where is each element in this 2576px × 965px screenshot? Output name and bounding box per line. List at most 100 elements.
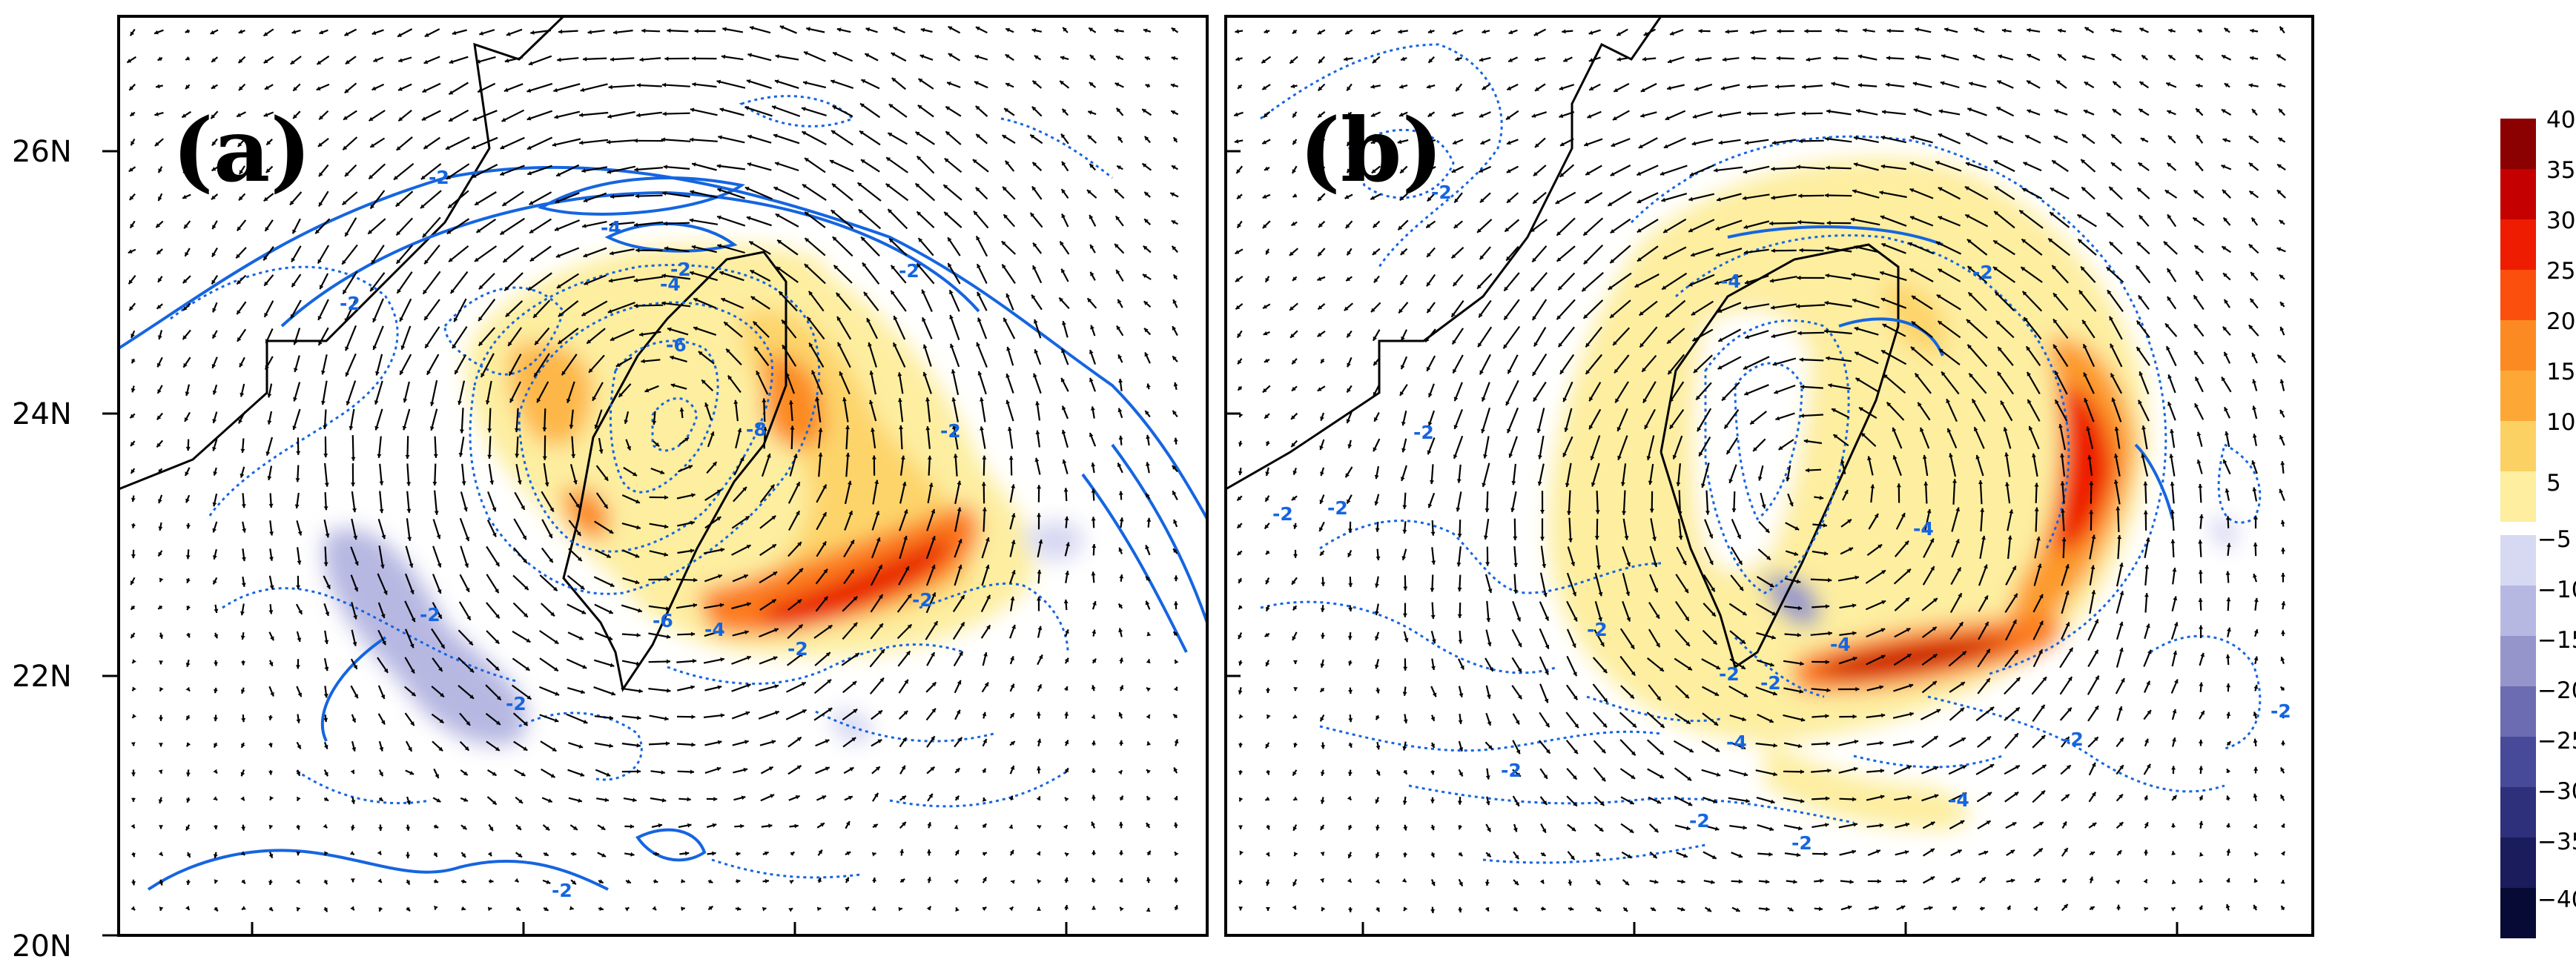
- wind-vector-head: [744, 106, 750, 110]
- wind-vector-head: [2060, 453, 2065, 458]
- wind-vector-head: [454, 317, 458, 322]
- wind-vector-head: [127, 59, 132, 63]
- wind-vector-head: [764, 851, 769, 856]
- wind-vector: [1755, 686, 1777, 696]
- wind-vector-head: [556, 172, 561, 176]
- wind-vector-head: [1010, 656, 1014, 661]
- wind-vector: [526, 82, 553, 93]
- wind-vector-head: [2119, 737, 2124, 743]
- wind-vector: [1477, 326, 1493, 348]
- wind-vector-head: [1292, 580, 1296, 585]
- wind-vector-head: [692, 56, 696, 61]
- wind-vector-head: [2144, 822, 2149, 827]
- wind-vector-head: [899, 849, 905, 854]
- wind-vector-head: [1347, 552, 1352, 557]
- wind-vector-head: [1344, 194, 1350, 199]
- wind-vector-head: [295, 478, 300, 482]
- wind-vector: [1636, 165, 1659, 176]
- wind-vector: [586, 328, 606, 345]
- wind-vector-head: [552, 747, 557, 752]
- wind-vector: [478, 273, 495, 290]
- wind-vector-head: [1828, 577, 1832, 583]
- wind-vector: [454, 354, 467, 375]
- wind-vector: [423, 245, 440, 265]
- contour-label: -4: [660, 273, 681, 295]
- wind-vector-head: [980, 426, 984, 431]
- wind-vector-head: [691, 714, 696, 720]
- wind-vector-head: [342, 259, 346, 265]
- wind-vector-head: [871, 906, 876, 911]
- wind-vector: [801, 130, 827, 145]
- wind-vector-head: [1089, 82, 1094, 87]
- wind-vector-head: [1065, 571, 1070, 575]
- wind-vector: [917, 237, 934, 256]
- wind-vector: [790, 425, 793, 450]
- wind-vector-head: [767, 454, 771, 458]
- wind-vector-head: [1776, 56, 1780, 61]
- wind-vector-head: [269, 531, 274, 536]
- wind-vector-head: [2053, 319, 2058, 324]
- wind-vector-head: [853, 623, 858, 627]
- wind-vector: [593, 576, 615, 588]
- wind-vector-head: [409, 643, 415, 649]
- wind-vector-head: [1091, 571, 1096, 576]
- wind-vector-head: [693, 298, 699, 302]
- wind-vector-head: [1932, 654, 1938, 658]
- wind-vector-head: [1235, 29, 1239, 34]
- wind-vector-head: [2278, 137, 2283, 142]
- wind-vector-head: [263, 113, 268, 117]
- wind-vector-head: [1292, 771, 1297, 776]
- wind-vector-head: [2137, 188, 2141, 193]
- wind-vector-head: [514, 878, 519, 883]
- wind-vector: [1938, 187, 1961, 200]
- wind-vector-head: [613, 30, 618, 35]
- wind-vector-head: [599, 906, 604, 911]
- wind-vector-head: [186, 742, 191, 747]
- wind-vector-head: [1853, 766, 1858, 772]
- wind-vector-head: [608, 278, 613, 283]
- wind-vector-head: [158, 799, 163, 803]
- wind-vector-head: [352, 642, 357, 646]
- wind-vector-head: [2172, 737, 2176, 742]
- wind-vector-head: [1632, 723, 1637, 728]
- wind-vector: [580, 83, 608, 92]
- wind-vector: [1595, 545, 1600, 570]
- wind-vector: [1691, 328, 1714, 342]
- wind-vector-head: [1371, 308, 1375, 313]
- wind-vector: [1948, 650, 1967, 667]
- wind-vector-head: [1031, 294, 1036, 299]
- wind-vector-head: [2251, 217, 2256, 222]
- wind-vector-head: [1691, 311, 1696, 316]
- wind-vector-head: [982, 712, 987, 717]
- wind-vector-head: [2224, 83, 2229, 87]
- wind-vector-head: [1534, 57, 1539, 62]
- wind-vector-head: [927, 455, 932, 460]
- contour-label: -2: [340, 293, 360, 314]
- wind-vector-head: [1238, 743, 1243, 748]
- wind-vector-head: [743, 574, 748, 579]
- wind-vector-head: [524, 586, 529, 590]
- wind-vector-head: [1886, 402, 1892, 407]
- wind-vector-head: [1789, 502, 1794, 507]
- wind-vector-head: [268, 743, 273, 748]
- wind-vector: [1590, 435, 1601, 461]
- wind-vector: [446, 218, 470, 235]
- wind-vector: [426, 354, 440, 376]
- wind-vector: [1662, 218, 1687, 233]
- wind-vector-head: [1800, 661, 1804, 666]
- wind-vector-head: [1320, 772, 1325, 776]
- wind-vector-head: [1457, 614, 1462, 618]
- wind-vector: [1908, 242, 1935, 255]
- wind-vector: [1610, 218, 1631, 234]
- wind-vector-head: [1716, 772, 1721, 777]
- wind-vector-head: [2109, 242, 2114, 246]
- wind-vector: [346, 380, 357, 406]
- wind-vector: [1616, 408, 1628, 432]
- wind-vector: [806, 316, 825, 340]
- wind-vector: [593, 686, 616, 696]
- wind-vector: [899, 425, 903, 450]
- wind-vector-head: [1742, 717, 1746, 722]
- wind-vector-head: [811, 370, 816, 375]
- wind-vector: [1622, 490, 1626, 515]
- wind-vector-head: [891, 265, 896, 270]
